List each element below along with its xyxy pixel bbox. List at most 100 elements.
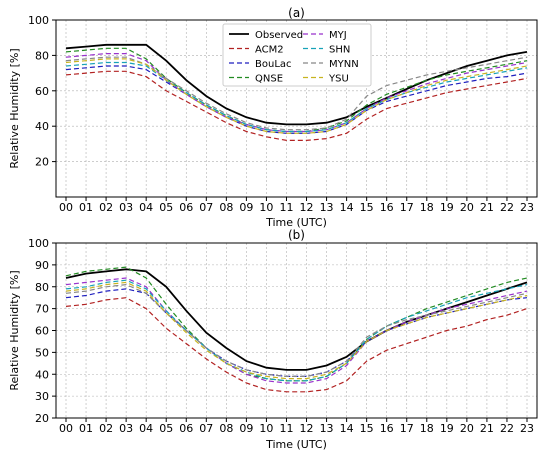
x-tick-label: 06 [179,201,193,214]
y-tick-label: 100 [28,14,49,27]
x-tick-label: 21 [480,201,494,214]
series-line-mynn [65,56,528,131]
series-line-observed [65,268,528,371]
plot-frame [55,19,538,198]
chart-panel-1: 00 01 02 03 04 05 06 07 08 09 10 11 12 13 14 15 16 17 18 19… [8,6,538,229]
y-tick-label: 20 [35,156,49,169]
y-tick-label: 70 [35,303,49,316]
x-tick-label: 19 [440,422,454,435]
series-line-shn [65,61,528,133]
y-tick-label: 20 [35,412,49,425]
x-tick-label: 21 [480,422,494,435]
x-tick-label: 11 [279,201,293,214]
series-line-ysu [65,58,528,134]
legend-label: BouLac [255,59,292,70]
x-tick-label: 00 [59,422,73,435]
x-tick-label: 23 [520,422,534,435]
series-line-ysu [65,281,528,380]
x-tick-label: 08 [219,422,233,435]
x-tick-label: 15 [360,422,374,435]
x-tick-label: 00 [59,201,73,214]
series-lines [65,266,528,393]
x-tick-label: 02 [99,422,113,435]
x-axis-label: Time (UTC) [265,216,327,229]
legend-label: MYNN [329,59,359,70]
x-tick-label: 07 [199,422,213,435]
x-tick-label: 05 [159,422,173,435]
x-tick-label: 20 [460,201,474,214]
series-line-boulac [65,288,528,377]
x-tick-label: 04 [139,422,153,435]
x-tick-label: 03 [119,201,133,214]
legend-label: Observed [255,30,303,41]
x-tick-label: 23 [520,201,534,214]
x-tick-label: 16 [380,201,394,214]
x-tick-label: 13 [320,201,334,214]
x-tick-label: 07 [199,201,213,214]
x-tick-label: 18 [420,201,434,214]
y-axis-label: Relative Humidity [%] [8,270,21,390]
x-tick-label: 18 [420,422,434,435]
x-tick-label: 20 [460,422,474,435]
series-line-boulac [65,65,528,134]
panel-title: (a) [288,6,305,20]
series-line-qnse [65,266,528,382]
x-tick-label: 19 [440,201,454,214]
legend-label: QNSE [255,74,283,85]
series-line-shn [65,279,528,382]
x-axis-label: Time (UTC) [265,438,327,451]
series-line-myj [65,277,528,384]
x-axis-ticks: 00 01 02 03 04 05 06 07 08 09 10 11 12 13 14 15 16 17 18 19… [59,197,534,214]
series-line-acm2 [65,297,528,393]
y-tick-label: 50 [35,346,49,359]
y-tick-label: 40 [35,368,49,381]
x-tick-label: 14 [340,422,354,435]
x-tick-label: 09 [239,422,253,435]
chart-panel-2: 00 01 02 03 04 05 06 07 08 09 10 11 12 13 14 15 16 17 18 19… [8,228,538,451]
x-tick-label: 13 [320,422,334,435]
y-tick-label: 60 [35,325,49,338]
y-tick-label: 40 [35,120,49,133]
y-tick-label: 60 [35,85,49,98]
x-tick-label: 12 [300,201,314,214]
x-axis-ticks: 00 01 02 03 04 05 06 07 08 09 10 11 12 13 14 15 16 17 18 19… [59,418,534,435]
x-tick-label: 17 [400,201,414,214]
y-axis-label: Relative Humidity [%] [8,48,21,168]
y-tick-label: 90 [35,259,49,272]
x-tick-label: 09 [239,201,253,214]
legend: Observed ACM2 BouLac QNSE MYJ SHN MYNN YSU [222,23,372,87]
x-tick-label: 08 [219,201,233,214]
x-tick-label: 15 [360,201,374,214]
x-tick-label: 04 [139,201,153,214]
x-tick-label: 05 [159,201,173,214]
y-axis-ticks: 20 30 40 50 60 70 80 90 100 [28,237,56,425]
x-tick-label: 01 [79,422,93,435]
y-tick-label: 80 [35,281,49,294]
x-tick-label: 03 [119,422,133,435]
legend-label: SHN [329,45,350,56]
x-tick-label: 17 [400,422,414,435]
x-tick-label: 22 [500,422,514,435]
x-tick-label: 11 [279,422,293,435]
panel-title: (b) [288,228,305,242]
series-line-myj [65,52,528,133]
x-tick-label: 01 [79,201,93,214]
x-tick-label: 02 [99,201,113,214]
x-tick-label: 10 [259,422,273,435]
x-tick-label: 06 [179,422,193,435]
legend-label: MYJ [329,30,347,41]
legend-label: YSU [328,74,349,85]
series-lines [65,43,528,141]
legend-label: ACM2 [255,45,284,56]
x-tick-label: 22 [500,201,514,214]
y-tick-label: 30 [35,390,49,403]
series-line-mynn [65,283,528,377]
y-tick-label: 100 [28,237,49,250]
y-axis-ticks: 20 40 60 80 100 [28,14,56,169]
legend-box [222,23,372,87]
x-tick-label: 10 [259,201,273,214]
y-tick-label: 80 [35,49,49,62]
series-line-acm2 [65,70,528,141]
